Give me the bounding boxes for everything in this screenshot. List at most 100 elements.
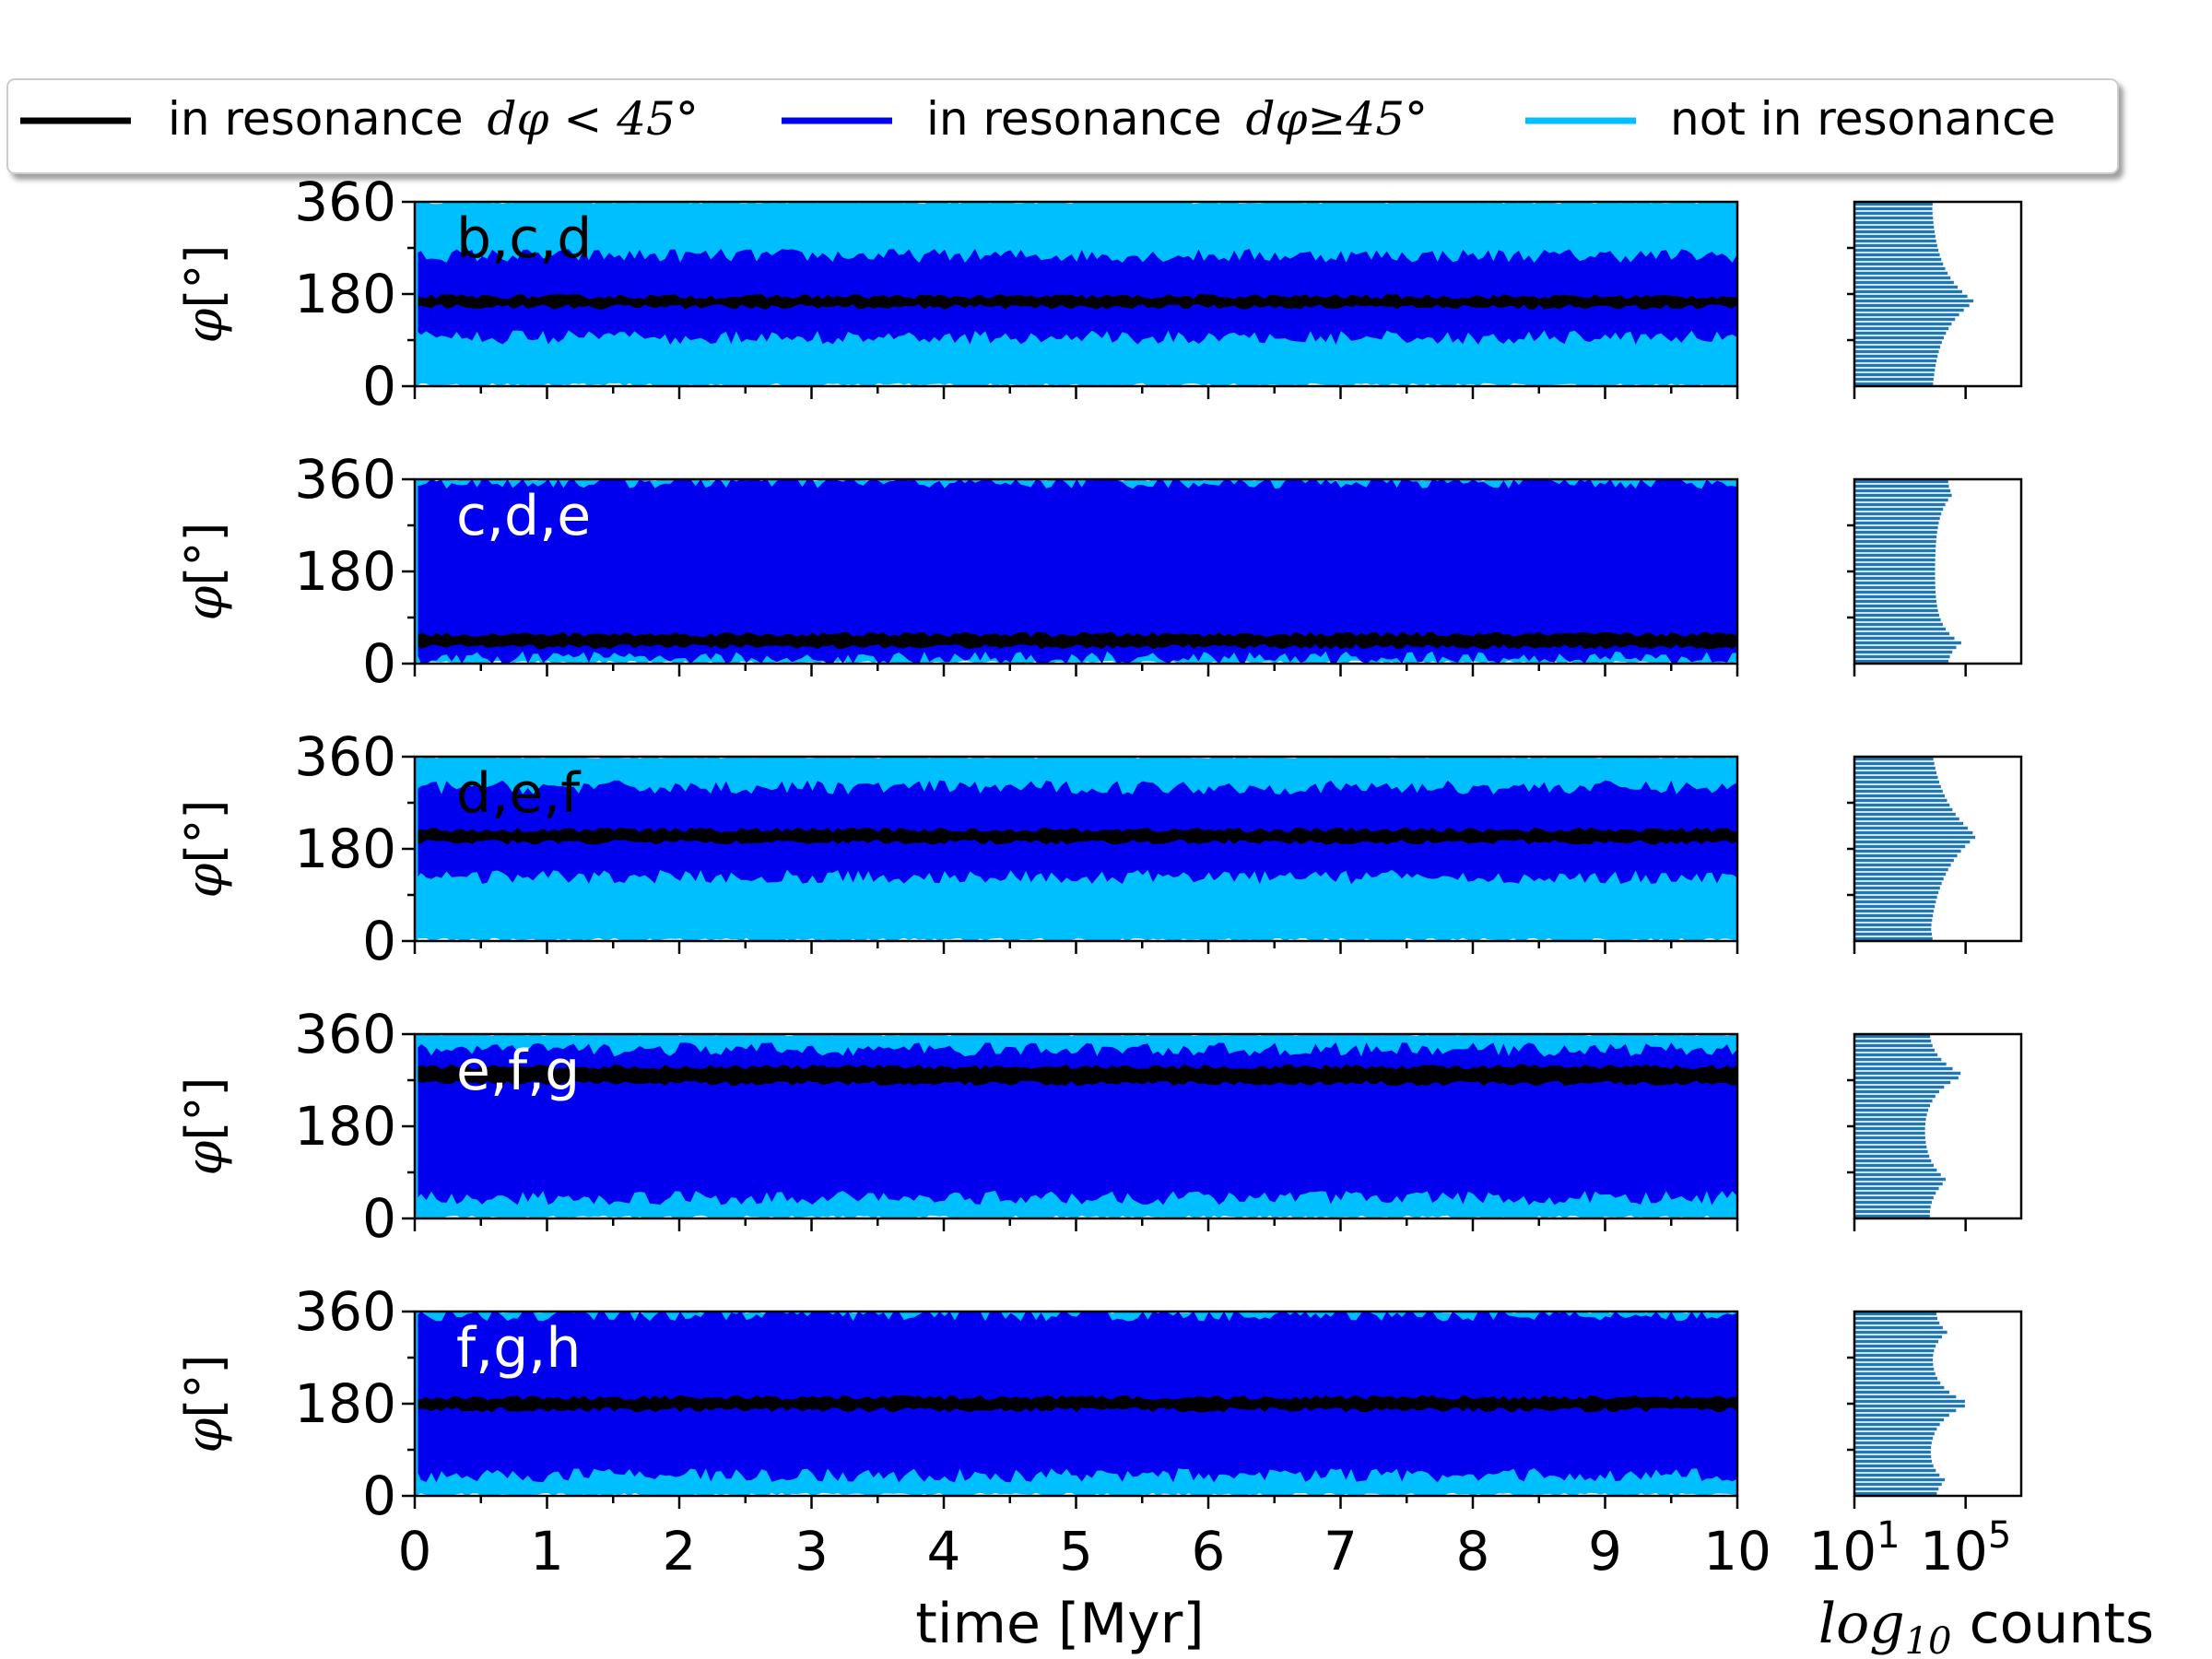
hist-bar: [1854, 1076, 1959, 1080]
hist-bar: [1854, 1413, 1949, 1418]
hist-bar: [1854, 650, 1953, 654]
hist-bar: [1854, 558, 1936, 562]
hist-bar: [1854, 322, 1952, 326]
y-tick-label: 360: [294, 725, 396, 788]
hist-bar: [1854, 354, 1938, 359]
hist-bar: [1854, 368, 1936, 372]
hist-bar: [1854, 1312, 1937, 1316]
hist-bar: [1854, 1108, 1929, 1112]
hist-bar: [1854, 1172, 1941, 1177]
hist-bar: [1854, 1089, 1940, 1094]
hist-bar: [1854, 493, 1952, 498]
hist-bar: [1854, 1062, 1947, 1066]
hist-bar: [1854, 1454, 1932, 1459]
hist-bar: [1854, 877, 1944, 881]
hist-tick-labels: 101 105: [1808, 1514, 2011, 1583]
hist-frame: [1853, 755, 2023, 943]
hist-bar: [1854, 1154, 1930, 1159]
hist-bar: [1854, 932, 1932, 936]
y-tick-label: 360: [294, 171, 396, 233]
hist-bar: [1854, 1464, 1934, 1468]
hist-bar: [1854, 627, 1946, 631]
hist-bar: [1854, 488, 1951, 493]
hist-bar: [1854, 1482, 1942, 1487]
hist-bar: [1854, 479, 1948, 484]
hist-bar: [1854, 817, 1959, 821]
y-tick-label: 0: [362, 632, 396, 695]
hist-bar: [1854, 798, 1947, 803]
y-tick-label: 180: [294, 540, 396, 603]
hist-bar: [1854, 248, 1939, 253]
hist-bar: [1854, 1149, 1928, 1154]
initial-spike: [415, 202, 418, 386]
hist-bar: [1854, 1159, 1932, 1163]
hist-bar: [1854, 303, 1970, 308]
hist-bar: [1854, 757, 1934, 761]
hist-bar: [1854, 1186, 1939, 1191]
hist-bar: [1854, 581, 1936, 585]
panel-b-c-d: 0 180 360 φ[°] b,c,d: [175, 171, 1739, 418]
hist-bar: [1854, 844, 1966, 849]
panel-label: f,g,h: [456, 1316, 581, 1381]
phi-timeseries: [415, 202, 1737, 386]
hist-bar: [1854, 1404, 1965, 1408]
x-tick-label: 6: [1192, 1520, 1226, 1583]
x-tick-label: 7: [1324, 1520, 1358, 1583]
x-tick-label: 9: [1588, 1520, 1622, 1583]
hist-bar: [1854, 567, 1936, 571]
hist-bar: [1854, 216, 1934, 220]
hist-bar: [1854, 1473, 1940, 1477]
hist-bar: [1854, 326, 1949, 331]
hist-bar: [1854, 1450, 1931, 1454]
hist-bar: [1854, 530, 1937, 535]
panel-label: c,d,e: [456, 484, 591, 548]
hist-bar: [1854, 1459, 1933, 1464]
hist-bar: [1854, 1048, 1936, 1053]
series-in-resonance-small: [416, 631, 1737, 650]
hist-bar: [1854, 544, 1936, 548]
panels: 0 180 360 φ[°] b,c,d 0 180 360 φ[°] c,d,e 0 180 360 φ…: [175, 171, 1739, 1527]
series-in-resonance-small: [416, 294, 1737, 310]
hist-bar: [1854, 512, 1942, 516]
hist-bar: [1854, 1117, 1926, 1122]
hist-frame: [1853, 477, 2023, 665]
hist-x-tick-label: 105: [1920, 1514, 2011, 1583]
x-tick-label: 3: [794, 1520, 829, 1583]
hist-bar: [1854, 317, 1956, 322]
panel-c-d-e: 0 180 360 φ[°] c,d,e: [175, 448, 1739, 695]
hist-bar: [1854, 803, 1950, 807]
series-in-resonance-large: [416, 248, 1737, 345]
hist-d-e-f: [1847, 755, 2023, 954]
hist-bar: [1854, 502, 1946, 507]
hist-bar: [1854, 220, 1934, 225]
hist-bar: [1854, 1344, 1936, 1348]
hist-bar: [1854, 1376, 1938, 1381]
hist-bar: [1854, 1358, 1934, 1362]
hist-bar: [1854, 243, 1937, 248]
hist-bar: [1854, 1122, 1925, 1126]
hist-bar: [1854, 382, 1934, 386]
hist-bar: [1854, 863, 1951, 867]
hist-bar: [1854, 1126, 1925, 1131]
hist-bar: [1854, 548, 1936, 553]
hist-bar: [1854, 1145, 1927, 1149]
hist-bar: [1854, 1427, 1937, 1431]
hist-bar: [1854, 1034, 1931, 1039]
y-tick-label: 180: [294, 818, 396, 880]
hist-bar: [1854, 253, 1940, 257]
hist-bar: [1854, 927, 1932, 932]
y-tick-label: 0: [362, 1187, 396, 1250]
hist-bar: [1854, 289, 1962, 294]
hist-bar: [1854, 271, 1948, 276]
hist-bar: [1854, 599, 1937, 604]
hist-bar: [1854, 1066, 1953, 1071]
legend-frame: [6, 78, 2119, 174]
hist-bar: [1854, 576, 1936, 581]
hist-bar: [1854, 331, 1947, 335]
hist-bar: [1854, 285, 1959, 289]
hist-bar: [1854, 784, 1941, 789]
x-tick-labels: 0 1 2 3 4 5 6 7 8 9 10: [398, 1520, 1771, 1583]
histograms: [1847, 200, 2023, 1509]
hist-bar: [1854, 923, 1932, 927]
hist-bar: [1854, 1099, 1933, 1103]
